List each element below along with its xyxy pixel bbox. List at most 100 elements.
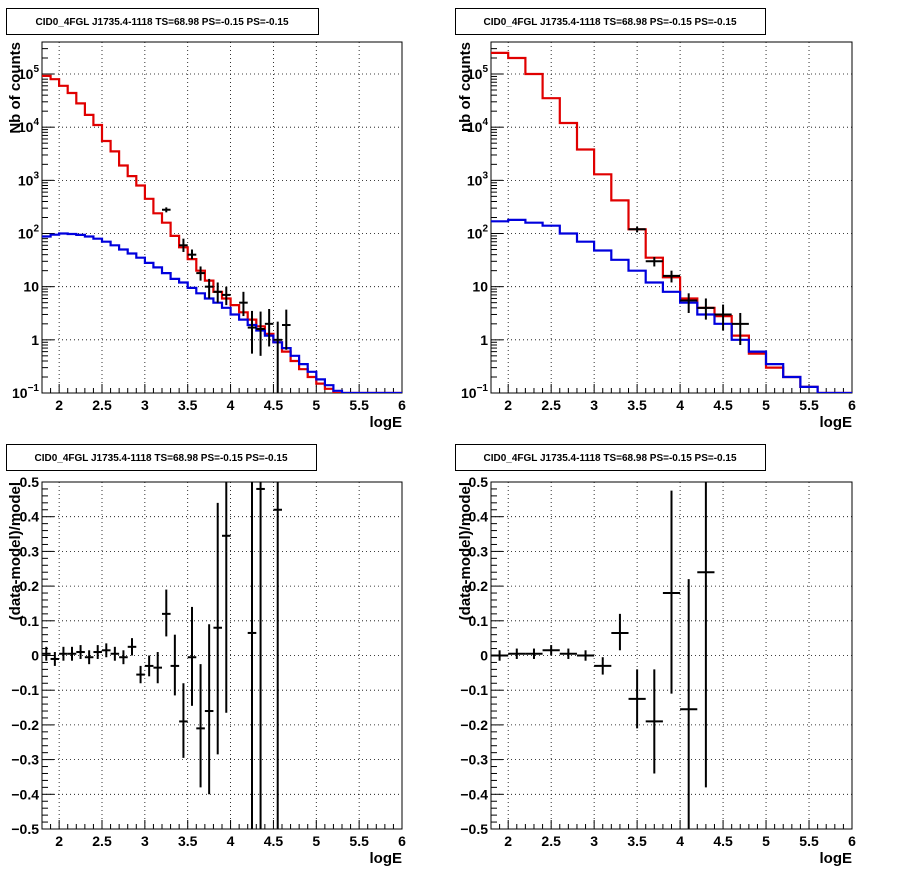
data-point xyxy=(594,657,612,675)
data-point xyxy=(153,652,162,684)
data-point xyxy=(196,266,205,281)
data-point xyxy=(67,646,77,661)
data-point xyxy=(76,645,85,659)
x-axis-label: logE xyxy=(820,850,853,867)
data-point xyxy=(42,646,51,661)
data-point xyxy=(645,669,663,774)
data-point xyxy=(170,634,180,696)
data-point xyxy=(204,624,214,795)
y-tick-label: 0.1 xyxy=(20,613,40,629)
data-point xyxy=(59,646,68,661)
y-tick-label: 103 xyxy=(18,170,40,188)
y-tick-label: −0.4 xyxy=(460,786,488,802)
y-tick-label: 0.5 xyxy=(469,474,489,490)
y-tick-label: 0 xyxy=(31,648,39,664)
chart-title: CID0_4FGL J1735.4-1118 TS=68.98 PS=-0.15… xyxy=(34,453,287,464)
x-tick-label: 6 xyxy=(398,397,406,413)
chart-title: CID0_4FGL J1735.4-1118 TS=68.98 PS=-0.15… xyxy=(35,17,288,28)
x-tick-label: 6 xyxy=(848,833,856,849)
chart-panel-top-right: CID0_4FGL J1735.4-1118 TS=68.98 PS=-0.15… xyxy=(455,8,856,431)
y-tick-label: 10 xyxy=(23,279,39,295)
x-axis-label: logE xyxy=(820,414,853,431)
data-point xyxy=(542,645,560,656)
y-tick-label: 104 xyxy=(18,117,40,135)
data-point xyxy=(119,650,128,665)
series-line-0 xyxy=(42,74,402,393)
y-tick-label: 0.2 xyxy=(469,578,489,594)
x-tick-label: 6 xyxy=(848,397,856,413)
y-tick-label: 105 xyxy=(18,64,40,82)
data-point xyxy=(256,482,265,829)
data-point xyxy=(127,638,137,656)
data-point xyxy=(680,579,698,829)
x-tick-label: 5 xyxy=(312,833,320,849)
data-point xyxy=(282,309,291,350)
data-point xyxy=(697,482,715,788)
plot-frame xyxy=(41,41,403,394)
data-point xyxy=(222,482,231,713)
y-tick-label: 0.4 xyxy=(469,509,489,525)
y-tick-label: 0.1 xyxy=(469,613,489,629)
y-tick-label: −0.3 xyxy=(460,752,488,768)
y-tick-label: 0.5 xyxy=(20,474,40,490)
data-point xyxy=(576,650,595,661)
y-tick-label: −0.5 xyxy=(460,821,488,837)
data-point xyxy=(662,490,681,694)
data-point xyxy=(187,249,197,260)
x-tick-label: 4 xyxy=(227,833,235,849)
y-tick-label: 10−1 xyxy=(461,383,488,401)
data-point xyxy=(239,291,248,317)
y-tick-label: 0.2 xyxy=(20,578,40,594)
x-tick-label: 4.5 xyxy=(264,833,284,849)
data-point xyxy=(491,650,509,661)
title-box xyxy=(6,444,317,471)
x-tick-label: 3.5 xyxy=(178,833,198,849)
y-tick-label: −0.3 xyxy=(11,752,39,768)
y-tick-label: 0.3 xyxy=(20,543,40,559)
x-tick-label: 2 xyxy=(504,397,512,413)
x-tick-label: 2.5 xyxy=(92,833,112,849)
data-point xyxy=(731,312,749,345)
x-tick-label: 4 xyxy=(227,397,235,413)
x-tick-label: 3.5 xyxy=(627,397,647,413)
data-point xyxy=(102,643,111,658)
x-tick-label: 4 xyxy=(676,833,684,849)
series-line-1 xyxy=(491,218,852,393)
y-tick-label: −0.5 xyxy=(11,821,39,837)
data-point xyxy=(247,310,257,354)
plot-frame xyxy=(490,41,853,394)
series-line-0 xyxy=(491,51,852,393)
title-box xyxy=(455,444,766,471)
plot-area xyxy=(42,482,282,829)
data-point xyxy=(93,645,102,659)
y-tick-label: −0.2 xyxy=(11,717,39,733)
y-tick-label: −0.1 xyxy=(460,682,488,698)
data-point xyxy=(559,648,577,659)
data-point xyxy=(162,207,171,213)
data-point xyxy=(256,311,265,356)
data-point xyxy=(697,298,715,320)
x-tick-label: 4.5 xyxy=(713,833,733,849)
y-tick-label: 104 xyxy=(467,117,489,135)
data-point xyxy=(680,293,698,313)
y-tick-label: 105 xyxy=(467,64,489,82)
x-tick-label: 4.5 xyxy=(713,397,733,413)
data-point xyxy=(204,278,214,299)
y-tick-label: 102 xyxy=(18,224,40,242)
title-box xyxy=(6,8,319,35)
x-tick-label: 2.5 xyxy=(92,397,112,413)
data-point xyxy=(662,270,681,283)
plot-area xyxy=(491,482,715,829)
data-point xyxy=(628,226,646,233)
x-tick-label: 5 xyxy=(312,397,320,413)
data-point xyxy=(162,589,171,637)
data-point xyxy=(187,606,197,706)
y-axis-label: nb of counts xyxy=(457,42,474,132)
y-tick-label: 0.4 xyxy=(20,509,40,525)
data-point xyxy=(525,648,543,659)
x-tick-label: 2.5 xyxy=(541,397,561,413)
data-point xyxy=(645,257,663,267)
data-point xyxy=(213,282,222,303)
y-tick-label: 1 xyxy=(31,332,39,348)
